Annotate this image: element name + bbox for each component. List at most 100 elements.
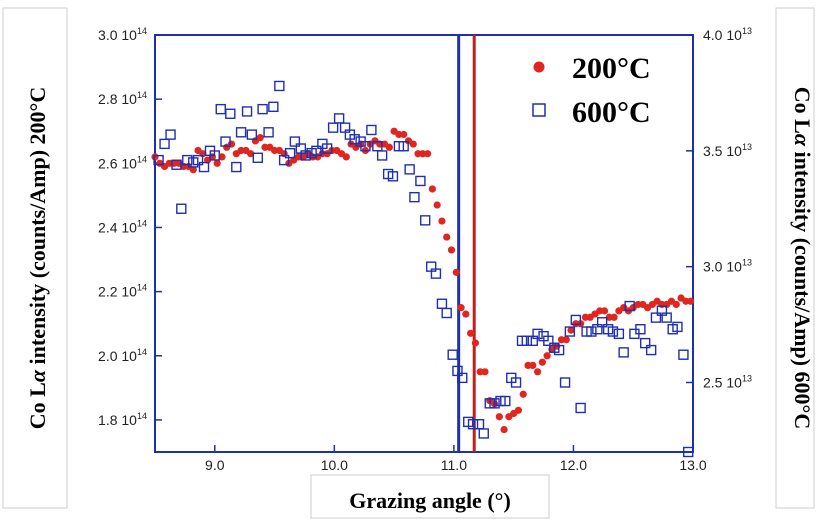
point-600c — [661, 312, 672, 323]
legend-marker-600 — [532, 103, 546, 117]
point-200c — [213, 159, 221, 167]
point-600c — [209, 150, 220, 161]
point-600c — [252, 152, 264, 163]
point-600c — [321, 143, 333, 154]
point-600c — [176, 203, 187, 214]
point-200c — [385, 143, 393, 151]
point-600c — [441, 307, 452, 319]
y-left-tick-label: 2.2 1014 — [98, 283, 147, 300]
point-600c — [333, 113, 345, 124]
left-title-box — [2, 7, 68, 509]
point-600c — [387, 171, 399, 182]
point-200c — [462, 310, 470, 318]
point-200c — [543, 352, 551, 360]
point-600c — [376, 150, 388, 161]
point-200c — [189, 166, 197, 174]
point-200c — [514, 406, 523, 414]
y-left-tick-label: 3.0 1014 — [98, 26, 147, 43]
x-tick-label: 9.0 — [205, 457, 225, 473]
point-600c — [510, 377, 522, 388]
point-200c — [428, 185, 436, 193]
legend-label-200: 200°C — [572, 52, 651, 85]
point-600c — [683, 446, 694, 458]
point-600c — [311, 145, 322, 157]
point-600c — [171, 159, 182, 170]
point-600c — [289, 136, 301, 147]
point-600c — [235, 127, 247, 138]
point-600c — [274, 80, 285, 92]
x-title-box — [310, 474, 550, 519]
point-600c — [607, 326, 619, 337]
y-left-tick-label: 2.4 1014 — [98, 218, 147, 235]
point-200c — [423, 150, 432, 158]
point-600c — [613, 328, 625, 340]
point-600c — [489, 398, 500, 409]
point-600c — [447, 349, 458, 360]
point-200c — [256, 134, 264, 142]
point-600c — [543, 335, 554, 346]
y-left-tick-label: 1.8 1014 — [98, 411, 147, 428]
legend-label-600: 600°C — [572, 96, 651, 129]
point-200c — [500, 425, 508, 434]
point-600c — [241, 106, 253, 117]
point-600c — [553, 344, 565, 356]
point-200c — [687, 297, 695, 305]
point-600c — [220, 136, 231, 147]
point-600c — [165, 129, 176, 140]
data-points — [151, 80, 695, 458]
point-200c — [433, 201, 441, 209]
right-title-box — [775, 7, 815, 509]
point-600c — [182, 154, 193, 166]
point-200c — [610, 313, 618, 321]
point-200c — [567, 326, 575, 334]
point-600c — [268, 101, 279, 113]
point-600c — [478, 428, 489, 439]
y-right-tick-label: 4.0 1013 — [703, 26, 752, 43]
point-600c — [327, 122, 339, 133]
point-600c — [398, 140, 409, 152]
point-200c — [409, 140, 417, 148]
point-600c — [624, 300, 635, 312]
point-600c — [409, 191, 420, 203]
y-axis-left-title: Co Lα intensity (counts/Amp) 200°C — [25, 87, 50, 429]
point-600c — [650, 312, 662, 323]
point-600c — [231, 161, 242, 173]
point-600c — [415, 175, 426, 187]
point-600c — [467, 419, 479, 430]
point-600c — [645, 344, 657, 356]
ticks-layer: 9.0 10.0 11.0 12.0 13.0 1.8 1014 2.0 1014 2.2 1… — [98, 26, 752, 473]
point-600c — [521, 335, 533, 346]
point-600c — [500, 395, 511, 407]
point-200c — [562, 336, 570, 344]
point-600c — [570, 314, 582, 326]
point-600c — [672, 321, 683, 333]
point-200c — [438, 217, 446, 225]
point-600c — [596, 317, 608, 328]
point-200c — [538, 358, 546, 366]
point-200c — [533, 368, 542, 376]
point-600c — [419, 215, 431, 226]
point-600c — [559, 377, 571, 388]
point-200c — [481, 368, 489, 376]
point-200c — [467, 329, 475, 337]
point-600c — [564, 326, 576, 337]
point-600c — [284, 147, 296, 159]
legend-marker-200 — [533, 61, 545, 73]
point-200c — [452, 268, 460, 276]
point-600c — [635, 324, 646, 335]
point-200c — [471, 339, 480, 347]
point-600c — [360, 140, 371, 152]
point-200c — [672, 300, 680, 309]
point-200c — [400, 130, 408, 139]
point-600c — [575, 402, 586, 414]
y-axis-right-title: Co Lα intensity (counts/Amp) 600°C — [790, 87, 815, 429]
point-600c — [278, 154, 290, 166]
point-600c — [457, 372, 468, 384]
x-tick-label: 10.0 — [321, 457, 348, 473]
point-200c — [247, 150, 255, 158]
point-200c — [519, 390, 527, 398]
point-200c — [447, 246, 456, 254]
y-left-tick-label: 2.6 1014 — [98, 154, 147, 171]
point-200c — [443, 233, 451, 241]
